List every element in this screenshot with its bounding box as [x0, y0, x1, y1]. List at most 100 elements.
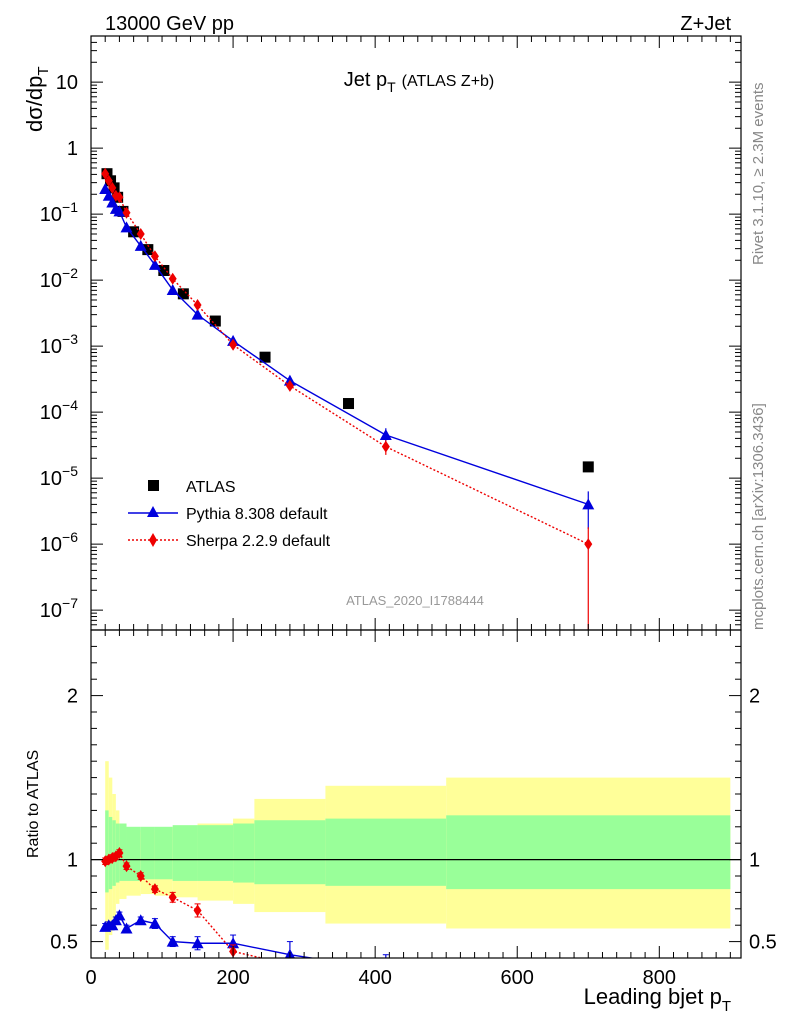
band-inner-bin — [119, 823, 127, 881]
legend-sherpa-label: Sherpa 2.2.9 default — [186, 533, 331, 550]
data-point — [115, 847, 124, 860]
mcplots-info: mcplots.cern.ch [arXiv:1306.3436] — [750, 403, 767, 630]
y-tick-label: 10−5 — [40, 463, 78, 490]
y-tick-label-base: 10 — [40, 336, 62, 358]
data-point — [191, 937, 204, 949]
data-point — [168, 891, 177, 904]
ratio-panel: 0 200 400 600 800 0.5 0.5 1 1 2 2 — [50, 629, 777, 989]
legend-atlas-marker — [148, 480, 159, 491]
x-tick-label: 800 — [643, 967, 676, 989]
band-inner-bin — [197, 825, 234, 881]
data-point — [166, 935, 179, 947]
plot-title-main: Jet p — [344, 69, 387, 91]
main-ylabel-main: dσ/dp — [22, 76, 47, 132]
data-point — [136, 228, 145, 240]
ratio-ylabel: Ratio to ATLAS — [25, 750, 42, 858]
data-point — [285, 379, 294, 392]
data-point — [150, 883, 159, 896]
data-point — [227, 937, 240, 949]
data-point — [117, 205, 129, 217]
band-inner-bin — [140, 826, 155, 880]
main-ylabel: dσ/dpT — [22, 66, 52, 132]
data-point — [142, 244, 154, 256]
y-tick-label-base: 10 — [40, 204, 62, 226]
band-inner-bin — [446, 815, 731, 890]
x-tick-label: 400 — [358, 967, 391, 989]
y-tick-label-base: 10 — [40, 270, 62, 292]
data-point — [193, 904, 202, 917]
x-tick-label: 200 — [216, 967, 249, 989]
data-point — [168, 272, 177, 285]
y-tick-label-base: 10 — [40, 468, 62, 490]
ratio-y-tick-label: 2 — [67, 686, 78, 708]
xlabel: Leading bjet pT — [584, 984, 731, 1015]
band-inner-bin — [325, 818, 447, 886]
data-point — [286, 959, 294, 971]
y-tick-label-base: 10 — [40, 534, 62, 556]
legend-pythia-label: Pythia 8.308 default — [186, 506, 328, 523]
legend-atlas-label: ATLAS — [186, 479, 236, 496]
y-tick-label: 10−1 — [40, 199, 78, 226]
process-label: Z+Jet — [680, 13, 731, 35]
plot-title-suffix: (ATLAS Z+b) — [402, 73, 495, 90]
x-tick-label: 600 — [501, 967, 534, 989]
series-line — [104, 188, 589, 506]
data-point — [191, 308, 204, 320]
ratio-y-tick-label: 0.5 — [50, 932, 78, 954]
data-point — [193, 298, 202, 311]
y-tick-label: 10−6 — [40, 529, 78, 556]
legend-pythia-marker — [147, 506, 159, 517]
y-tick-label: 10−7 — [40, 595, 78, 622]
data-point — [584, 538, 593, 551]
data-point — [158, 264, 170, 276]
data-point — [136, 870, 145, 882]
y-tick-label-exp: −1 — [62, 199, 78, 215]
data-point — [115, 191, 124, 204]
y-tick-label-exp: −7 — [62, 595, 78, 611]
ratio-series — [99, 847, 389, 971]
y-tick-label-exp: −4 — [62, 397, 78, 413]
band-inner-bin — [233, 823, 255, 883]
legend-sherpa-marker — [149, 533, 157, 547]
data-point — [148, 258, 161, 270]
legend: ATLAS Pythia 8.308 default Sherpa 2.2.9 … — [128, 479, 331, 550]
data-point — [148, 917, 161, 929]
y-tick-label: 10−2 — [40, 265, 78, 292]
xlabel-sub: T — [722, 998, 731, 1015]
data-point — [128, 226, 140, 238]
data-point — [381, 440, 390, 453]
data-point — [582, 461, 594, 473]
xlabel-main: Leading bjet p — [584, 984, 722, 1009]
band-inner-bin — [105, 810, 109, 893]
data-point — [229, 338, 238, 351]
data-point — [343, 398, 355, 410]
data-point — [177, 288, 189, 300]
y-tick-label-exp: −2 — [62, 265, 78, 281]
plot-title-sub: T — [387, 79, 396, 95]
main-ylabel-sub: T — [35, 66, 52, 75]
main-series — [99, 167, 595, 630]
data-point — [582, 498, 595, 510]
rivet-info: Rivet 3.1.10, ≥ 2.3M events — [750, 83, 767, 266]
data-point — [134, 914, 147, 926]
data-point — [150, 250, 159, 263]
x-tick-label: 0 — [85, 967, 96, 989]
data-point — [134, 239, 147, 251]
data-point — [101, 167, 110, 180]
ratio-y-tick-label-right: 0.5 — [749, 932, 777, 954]
series-triangle — [99, 183, 595, 529]
energy-label: 13000 GeV pp — [105, 13, 234, 35]
data-point — [209, 315, 221, 327]
data-point — [113, 909, 126, 921]
band-inner-bin — [254, 820, 326, 885]
data-point — [259, 351, 271, 363]
analysis-tag: ATLAS_2020_I1788444 — [346, 593, 484, 608]
data-point — [166, 283, 179, 295]
data-point — [120, 221, 133, 233]
data-point — [113, 205, 126, 217]
data-point — [379, 429, 392, 441]
ratio-y-tick-label: 1 — [67, 850, 78, 872]
y-tick-label: 1 — [67, 138, 78, 160]
